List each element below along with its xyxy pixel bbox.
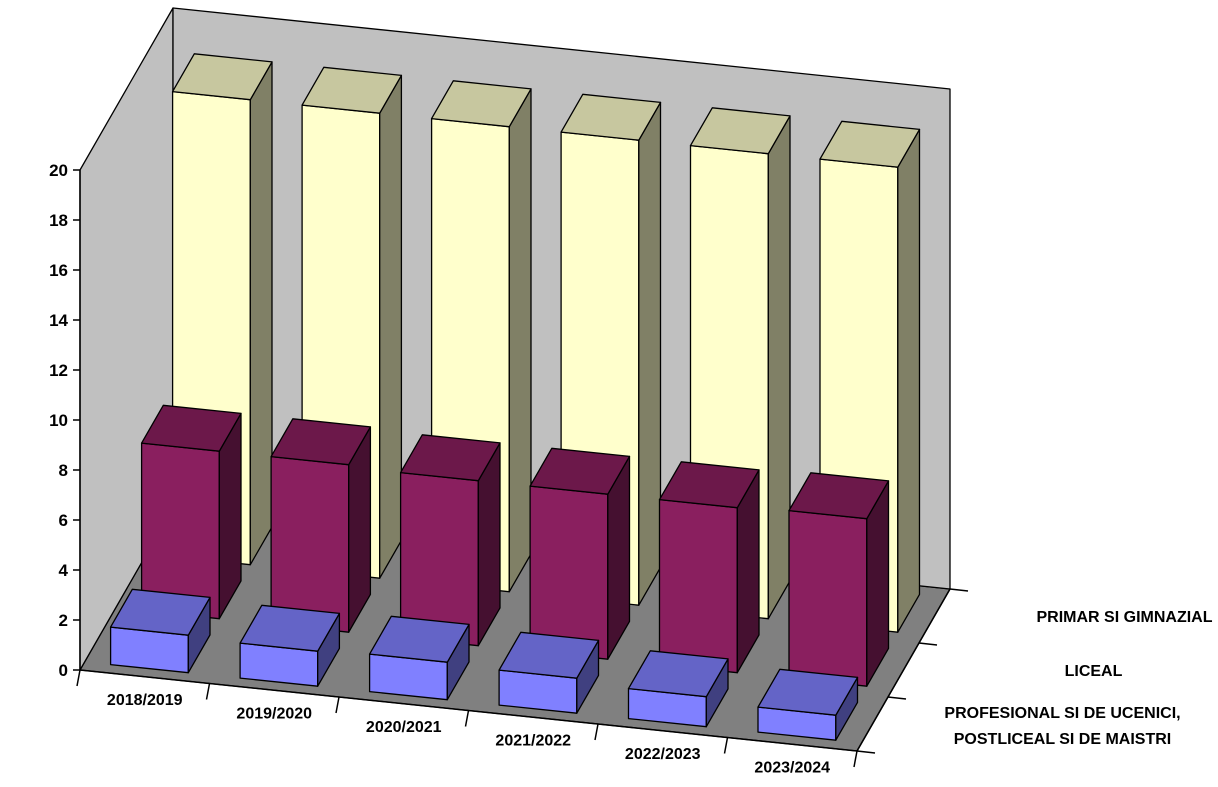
- bar-top-face: [270, 418, 372, 466]
- bar-top-face: [627, 650, 729, 698]
- y-tick-label: 12: [49, 361, 68, 380]
- bar-top-face: [239, 604, 341, 652]
- bar-2020-2021-series-2: [399, 434, 501, 647]
- bar-2018-2019-series-1: [109, 588, 211, 674]
- chart-axes: [73, 169, 969, 768]
- x-tick: [723, 737, 729, 754]
- y-tick-label: 0: [59, 661, 68, 680]
- series-label: LICEAL: [1065, 663, 1123, 680]
- depth-tick: [856, 750, 876, 754]
- bar-side-face: [767, 115, 791, 620]
- bar-2023-2024-series-1: [757, 668, 859, 741]
- bar-2023-2024-series-2: [788, 472, 890, 687]
- y-tick-label: 6: [59, 511, 68, 530]
- bar-side-face: [638, 101, 662, 606]
- x-tick: [464, 710, 470, 727]
- series-label: PROFESIONAL SI DE UCENICI, POSTLICEAL SI …: [944, 705, 1180, 748]
- y-tick-label: 10: [49, 411, 68, 430]
- bar-2022-2023-series-1: [627, 650, 729, 728]
- bar-top-face: [109, 588, 211, 636]
- x-tick: [594, 723, 599, 741]
- bar-top-face: [498, 631, 600, 679]
- bar-top-face: [140, 404, 242, 452]
- depth-tick: [887, 696, 907, 700]
- y-tick-label: 14: [49, 311, 68, 330]
- x-tick-label: 2023/2024: [754, 759, 830, 776]
- bar-front-face: [529, 485, 609, 660]
- bar-top-face: [399, 434, 501, 482]
- x-tick-label: 2020/2021: [366, 719, 442, 736]
- depth-tick: [918, 642, 938, 646]
- y-tick-label: 8: [59, 461, 68, 480]
- y-tick-label: 4: [59, 561, 69, 580]
- x-tick: [853, 750, 858, 768]
- bar-top-face: [171, 53, 273, 101]
- bar-front-face: [658, 498, 738, 674]
- x-tick-label: 2018/2019: [107, 692, 183, 709]
- bar-side-face: [249, 61, 273, 566]
- x-tick: [76, 669, 81, 687]
- bar-2020-2021-series-1: [368, 615, 470, 701]
- y-tick-label: 2: [59, 611, 68, 630]
- x-tick-label: 2019/2020: [236, 705, 312, 722]
- bar-top-face: [301, 66, 403, 114]
- bar-2018-2019-series-2: [140, 404, 242, 620]
- bar-side-face: [508, 88, 532, 593]
- bar-front-face: [270, 455, 350, 633]
- series-label: PRIMAR SI GIMNAZIAL: [1037, 609, 1213, 626]
- x-tick-label: 2021/2022: [495, 732, 571, 749]
- bar-top-face: [368, 615, 470, 663]
- bar-2021-2022-series-1: [498, 631, 600, 714]
- bar-top-face: [658, 461, 760, 509]
- bar-top-face: [788, 472, 890, 520]
- bar-2019-2020-series-1: [239, 604, 341, 687]
- y-tick-label: 16: [49, 261, 68, 280]
- bar-top-face: [430, 80, 532, 128]
- bar-top-face: [529, 447, 631, 495]
- bar-side-face: [897, 128, 921, 633]
- bar-top-face: [819, 120, 921, 168]
- bar-top-face: [689, 107, 791, 155]
- bar-2019-2020-series-2: [270, 418, 372, 633]
- bar-side-face: [379, 74, 403, 579]
- x-tick: [205, 683, 211, 700]
- x-tick: [335, 696, 340, 714]
- bar-front-face: [788, 509, 868, 687]
- chart-labels: 0 2 4 6 8 10 12 14 16 18 20 2018/2019 2019/2020 2020/…: [49, 161, 1213, 776]
- chart-bars: [109, 53, 921, 741]
- y-tick-label: 20: [49, 161, 68, 180]
- bar-2021-2022-series-2: [529, 447, 631, 660]
- bar-top-face: [757, 668, 859, 716]
- depth-axis-line: [856, 588, 951, 752]
- bar-top-face: [560, 93, 662, 141]
- bar-2022-2023-series-2: [658, 461, 760, 674]
- depth-tick: [949, 588, 969, 592]
- y-tick-label: 18: [49, 211, 68, 230]
- x-tick-label: 2022/2023: [625, 746, 701, 763]
